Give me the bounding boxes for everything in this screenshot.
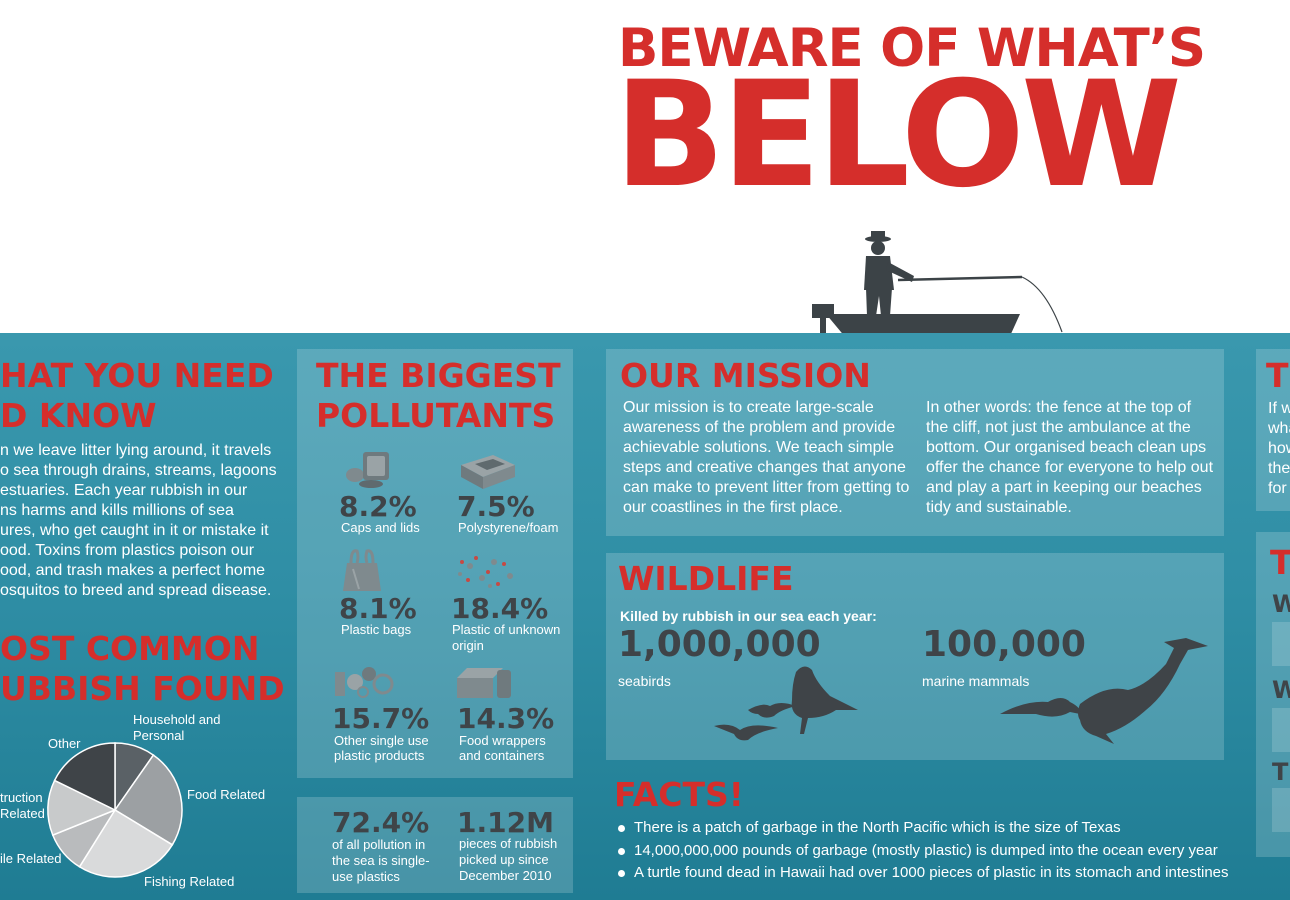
common-rubbish-heading-2: UBBISH FOUND [0, 669, 285, 708]
need-to-know-line: n we leave litter lying around, it trave… [0, 442, 272, 459]
mission-heading: OUR MISSION [620, 356, 871, 395]
pollutant-percent: 14.3% [457, 702, 555, 735]
fact-text: 14,000,000,000 pounds of garbage (mostly… [634, 842, 1218, 859]
marine-mammals-icon [1000, 638, 1208, 744]
pollutant-percent: 18.4% [451, 592, 549, 625]
pollutant-percent: 8.1% [339, 592, 417, 625]
stats-panel [297, 797, 573, 893]
pollutant-label: Plastic of unknown origin [452, 622, 561, 653]
pollutants-panel [297, 349, 573, 778]
pollutants-heading-2: POLLUTANTS [316, 396, 556, 435]
sea-background [0, 333, 1290, 900]
pollutant-label: Polystyrene/foam [458, 520, 559, 535]
need-to-know-line: ns harms and kills millions of sea [0, 502, 234, 519]
right-fragment-w2: W [1272, 676, 1290, 704]
bullet-icon [618, 824, 625, 832]
stat-single-use-value: 72.4% [332, 806, 430, 839]
fisherman-boat-icon [812, 231, 1063, 340]
right-box-2 [1272, 708, 1290, 752]
pollutant-percent: 15.7% [332, 702, 430, 735]
wildlife-heading: WILDLIFE [618, 559, 794, 598]
pie-label-textile: ile Related [0, 851, 62, 866]
bullet-icon [618, 847, 625, 855]
title-line-2: BELOW [614, 50, 1182, 220]
fact-text: A turtle found dead in Hawaii had over 1… [634, 864, 1229, 881]
seabirds-icon [714, 666, 858, 741]
pie-label-household: Household and Personal [133, 712, 221, 743]
stat-pieces-value: 1.12M [457, 806, 554, 839]
need-to-know-line: estuaries. Each year rubbish in our [0, 482, 248, 499]
plastic-bag-icon [343, 549, 381, 591]
rubbish-pie-chart [47, 742, 183, 878]
pollutant-percent: 8.2% [339, 490, 417, 523]
pie-label-other: Other [48, 736, 81, 751]
pie-slice-construction [47, 779, 117, 837]
pie-label-fishing: Fishing Related [144, 874, 235, 889]
mammals-label: marine mammals [922, 673, 1030, 689]
wildlife-subtitle: Killed by rubbish in our sea each year: [620, 608, 877, 624]
right-panel-top [1256, 349, 1290, 511]
fact-item: A turtle found dead in Hawaii had over 1… [618, 864, 1229, 881]
right-text-line: If w [1268, 400, 1290, 417]
pollutant-label: Caps and lids [341, 520, 420, 535]
right-text-line: how [1268, 440, 1290, 457]
pollutant-label: Plastic bags [341, 622, 412, 637]
pie-slice-other [53, 742, 116, 812]
bottle-caps-icon [346, 452, 389, 488]
single-use-plastics-icon [335, 667, 394, 698]
right-panel-bottom [1256, 532, 1290, 857]
right-box-3 [1272, 788, 1290, 832]
right-box-1 [1272, 622, 1290, 666]
stat-single-use-label: of all pollution in the sea is single- u… [332, 837, 430, 884]
need-to-know-heading-2: D KNOW [0, 396, 157, 435]
common-rubbish-heading-1: OST COMMON [0, 629, 260, 668]
mammals-count: 100,000 [922, 624, 1086, 665]
need-to-know-heading-1: HAT YOU NEED [0, 356, 274, 395]
fact-item: 14,000,000,000 pounds of garbage (mostly… [618, 842, 1218, 859]
pollutant-label: Other single use plastic products [334, 733, 429, 763]
fact-item: There is a patch of garbage in the North… [618, 819, 1121, 836]
need-to-know-line: o sea through drains, streams, lagoons [0, 462, 277, 479]
right-text-fragment: If w wha how the for [1268, 399, 1290, 499]
pie-slice-fishing [78, 808, 174, 878]
need-to-know-line: ures, who get caught in it or mistake it [0, 522, 269, 539]
plastic-fragments-icon [458, 556, 513, 588]
mission-panel [606, 349, 1224, 536]
need-to-know-line: osquitos to breed and spread disease. [0, 582, 272, 599]
stat-pieces-label: pieces of rubbish picked up since Decemb… [459, 836, 558, 883]
seabirds-label: seabirds [618, 673, 671, 689]
need-to-know-text: n we leave litter lying around, it trave… [0, 441, 290, 601]
foam-box-icon [461, 455, 515, 489]
right-text-line: for [1268, 480, 1287, 497]
bullet-icon [618, 869, 625, 877]
facts-heading: FACTS! [614, 775, 744, 814]
need-to-know-line: ood. Toxins from plastics poison our [0, 542, 255, 559]
right-heading-fragment-2: T [1270, 543, 1290, 582]
right-fragment-t3: T [1272, 758, 1289, 786]
right-text-line: wha [1268, 420, 1290, 437]
seabirds-count: 1,000,000 [618, 624, 821, 665]
pie-label-construction: truction Related [0, 790, 45, 821]
pie-label-food: Food Related [187, 787, 266, 802]
pollutant-percent: 7.5% [457, 490, 535, 523]
pollutant-label: Food wrappers and containers [459, 733, 546, 763]
pollutants-heading-1: THE BIGGEST [316, 356, 561, 395]
need-to-know-line: ood, and trash makes a perfect home [0, 562, 266, 579]
right-text-line: the [1268, 460, 1290, 477]
food-container-icon [457, 668, 511, 698]
mission-text-1: Our mission is to create large-scale awa… [623, 399, 910, 516]
title-line-1: BEWARE OF WHAT’S [618, 18, 1206, 79]
fact-text: There is a patch of garbage in the North… [634, 819, 1121, 836]
right-heading-fragment: T [1266, 356, 1289, 395]
pie-slice-food [113, 754, 183, 846]
mission-text-2: In other words: the fence at the top of … [926, 399, 1214, 516]
right-fragment-w1: W [1272, 590, 1290, 618]
